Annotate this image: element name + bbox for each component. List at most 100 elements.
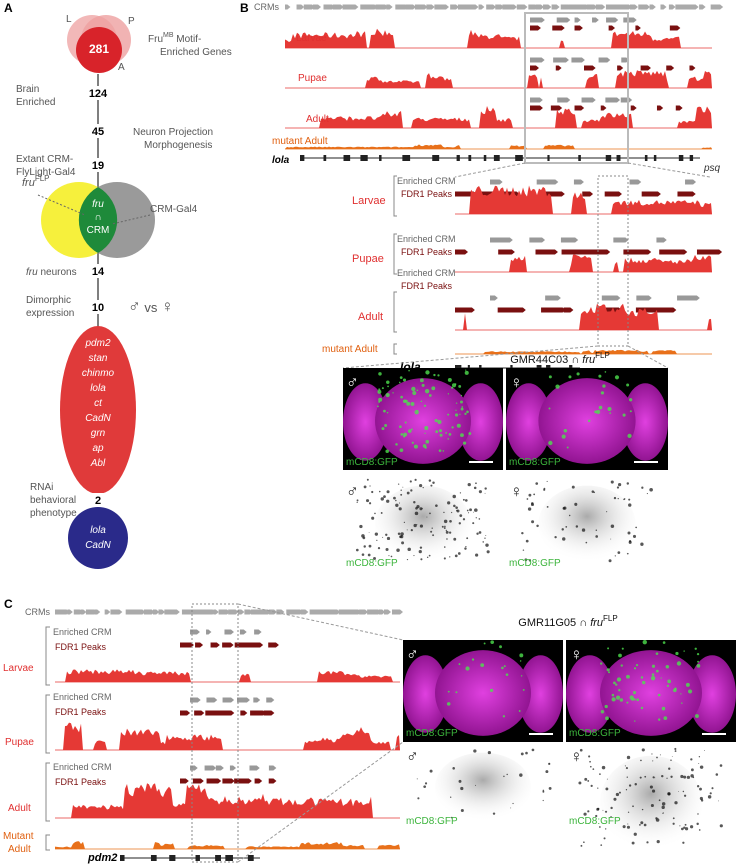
feature-arrow (366, 4, 378, 10)
gfp-signal (548, 407, 551, 410)
gfp-signal (461, 406, 464, 408)
feature-arrow (689, 4, 699, 10)
panel-label: B (240, 1, 249, 15)
sup: FLP (603, 614, 618, 623)
feature-arrow (543, 4, 552, 10)
gfp-signal (600, 391, 605, 395)
feature-arrow (636, 295, 652, 301)
feature-arrow (497, 307, 526, 313)
neuron-signal (531, 520, 535, 524)
venn-label: CRM-Gal4 (150, 204, 198, 215)
neuron-signal (659, 754, 661, 756)
exon (653, 155, 657, 161)
gfp-signal (489, 688, 494, 693)
track-label: FDR1 Peaks (401, 281, 453, 291)
feature-arrow (218, 609, 230, 615)
neuron-signal (458, 779, 462, 783)
neuron-signal (622, 825, 626, 829)
exon (360, 155, 368, 161)
feature-arrow (553, 57, 569, 63)
neuron-signal (458, 522, 461, 525)
bg (90, 300, 106, 314)
gfp-signal (605, 716, 609, 721)
gfp-signal (447, 377, 452, 382)
gfp-signal (465, 666, 470, 671)
neuron-signal (459, 514, 463, 518)
neuron-signal (617, 483, 622, 487)
exon (547, 155, 550, 161)
gfp-signal (464, 370, 469, 375)
feature-arrow (254, 778, 263, 784)
feature-arrow (303, 4, 316, 10)
feature-arrow (669, 25, 681, 31)
neuron-signal (519, 773, 523, 777)
neuron-signal (662, 812, 664, 814)
panel-label: A (4, 1, 13, 15)
gfp-signal (410, 402, 415, 406)
neuron-signal (388, 555, 390, 557)
neuron-signal (571, 485, 575, 489)
gfp-signal (424, 432, 426, 435)
neuron-signal (356, 499, 359, 502)
feature-arrow (660, 4, 667, 10)
feature-arrow (332, 4, 344, 10)
zoom-line (454, 162, 526, 178)
gfp-signal (635, 663, 639, 667)
neuron-signal (615, 792, 620, 797)
neuron-signal (466, 537, 469, 540)
feature-arrow (190, 697, 201, 703)
step-label: Dimorphic (26, 295, 71, 306)
bg (90, 158, 106, 172)
neuron-signal (661, 774, 664, 778)
gfp-signal (626, 701, 629, 704)
feature-arrow (263, 710, 275, 716)
neuron-signal (506, 773, 508, 776)
gfp-signal (471, 658, 475, 661)
venn-label: fruFLP (22, 174, 50, 189)
neuron-signal (419, 524, 423, 528)
gfp-signal (451, 426, 454, 429)
feature-arrow (323, 4, 335, 10)
exon (323, 155, 327, 161)
bg (90, 124, 106, 138)
neuron-signal (414, 478, 417, 481)
neuron-signal (672, 817, 675, 820)
neuron-signal (475, 482, 477, 485)
neuron-signal (595, 529, 598, 531)
neuron-signal (626, 552, 629, 555)
feature-arrow (489, 237, 513, 243)
neuron-signal (474, 508, 478, 512)
neuron-signal (398, 502, 401, 504)
feature-arrow (604, 191, 622, 197)
neuron-signal (397, 483, 400, 485)
neuron-signal (656, 839, 660, 844)
feature-arrow (239, 629, 247, 635)
gfp-signal (596, 409, 601, 414)
feature-arrow (668, 4, 676, 10)
neuron-signal (448, 531, 452, 534)
neuron-signal (600, 844, 603, 846)
neuron-signal (452, 494, 456, 499)
neuron-signal (711, 787, 714, 790)
gfp-signal (636, 698, 640, 702)
feature-arrow (561, 249, 588, 255)
gfp-signal (399, 425, 402, 429)
gfp-signal (437, 374, 440, 377)
title-text: GMR44C03 ∩ (510, 354, 582, 366)
venn-text: CRM (87, 225, 110, 236)
neuron-signal (641, 748, 645, 752)
neuron-signal (393, 496, 396, 500)
gfp-signal (608, 671, 611, 674)
gfp-signal (465, 369, 467, 371)
bg (90, 493, 106, 507)
neuron-signal (475, 784, 477, 786)
exon (605, 155, 612, 161)
feature-arrow (584, 249, 611, 255)
micrographs (343, 368, 668, 572)
neuron-signal (449, 556, 451, 558)
neuron-signal (585, 541, 588, 544)
neuron-signal (473, 486, 477, 490)
gene: CadN (85, 540, 111, 551)
neuron-signal (625, 767, 628, 770)
feature-arrow (617, 65, 624, 71)
